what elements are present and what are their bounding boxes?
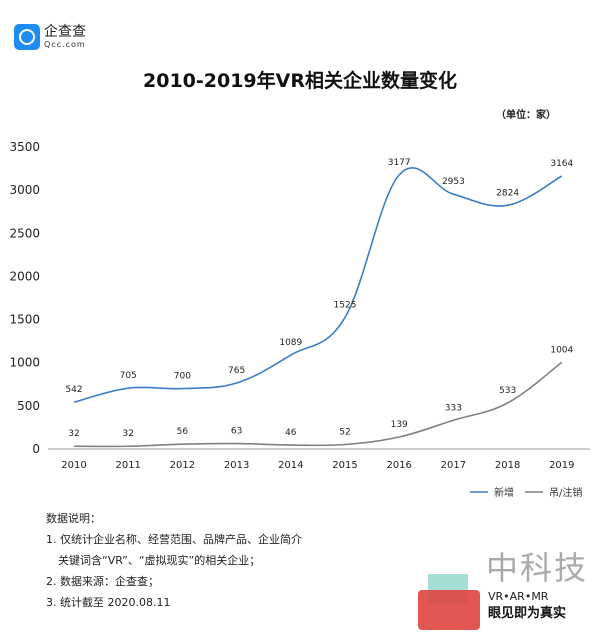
chart-title: 2010-2019年VR相关企业数量变化 <box>143 70 457 92</box>
watermark-name: 中科技 <box>486 549 589 587</box>
x-tick-label: 2018 <box>495 460 520 471</box>
y-tick-label: 2000 <box>9 269 40 283</box>
data-label: 32 <box>122 429 133 439</box>
data-label: 533 <box>499 386 516 396</box>
data-notes: 数据说明： 1. 仅统计企业名称、经营范围、品牌产品、企业简介 关键词含“VR”… <box>46 508 302 613</box>
y-tick-label: 3000 <box>9 183 40 197</box>
data-label: 542 <box>65 385 82 395</box>
x-tick-label: 2015 <box>332 460 357 471</box>
watermark-logo-icon <box>418 590 480 630</box>
note-1-cont: 关键词含“VR”、“虚拟现实”的相关企业； <box>58 554 261 567</box>
legend-label: 吊/注销 <box>549 486 582 499</box>
logo-en: Qcc.com <box>44 40 86 49</box>
x-tick-label: 2012 <box>170 460 195 471</box>
note-2: 2. 数据来源：企查查； <box>46 575 159 588</box>
x-tick-label: 2011 <box>115 460 140 471</box>
data-label: 333 <box>445 403 462 413</box>
data-label: 32 <box>68 429 79 439</box>
y-tick-label: 2500 <box>9 226 40 240</box>
x-tick-label: 2013 <box>224 460 249 471</box>
data-label: 1004 <box>550 345 573 355</box>
note-3: 3. 统计截至 2020.08.11 <box>46 596 171 609</box>
logo-cn: 企查查 <box>44 24 86 40</box>
data-label: 46 <box>285 428 297 438</box>
y-tick-label: 1500 <box>9 313 40 327</box>
x-tick-label: 2016 <box>386 460 411 471</box>
data-label: 765 <box>228 366 245 376</box>
legend-label: 新增 <box>494 486 514 499</box>
data-label: 2824 <box>496 188 519 198</box>
y-tick-label: 3500 <box>9 140 40 154</box>
series-line-new <box>73 167 563 404</box>
data-label: 700 <box>174 372 191 382</box>
data-label: 56 <box>177 427 189 437</box>
watermark-sub: VR•AR•MR <box>488 590 549 603</box>
y-tick-label: 1000 <box>9 356 40 370</box>
qcc-logo-icon <box>14 24 40 50</box>
data-label: 3177 <box>388 158 411 168</box>
series-line-deregistered <box>73 361 563 448</box>
data-label: 63 <box>231 427 242 437</box>
data-label: 139 <box>391 420 408 430</box>
qcc-logo: 企查查 Qcc.com <box>14 24 86 50</box>
watermark: 中科技 VR•AR•MR 眼见即为真实 <box>418 550 600 638</box>
note-1: 1. 仅统计企业名称、经营范围、品牌产品、企业简介 <box>46 533 302 546</box>
watermark-slogan: 眼见即为真实 <box>488 606 567 621</box>
data-label: 2953 <box>442 177 465 187</box>
data-label: 705 <box>120 371 137 381</box>
x-tick-label: 2014 <box>278 460 303 471</box>
data-label: 1089 <box>279 338 302 348</box>
y-tick-label: 0 <box>32 442 40 456</box>
data-label: 1525 <box>334 300 357 310</box>
data-label: 3164 <box>550 159 573 169</box>
x-tick-label: 2010 <box>61 460 86 471</box>
notes-heading: 数据说明： <box>46 512 101 525</box>
y-tick-label: 500 <box>17 399 40 413</box>
unit-label: （单位：家） <box>496 110 556 121</box>
data-label: 52 <box>339 428 350 438</box>
x-tick-label: 2017 <box>441 460 466 471</box>
line-chart: 0 500 1000 1500 2000 2500 3000 3500 2010 2011 2012… <box>9 140 590 499</box>
x-tick-label: 2019 <box>549 460 574 471</box>
